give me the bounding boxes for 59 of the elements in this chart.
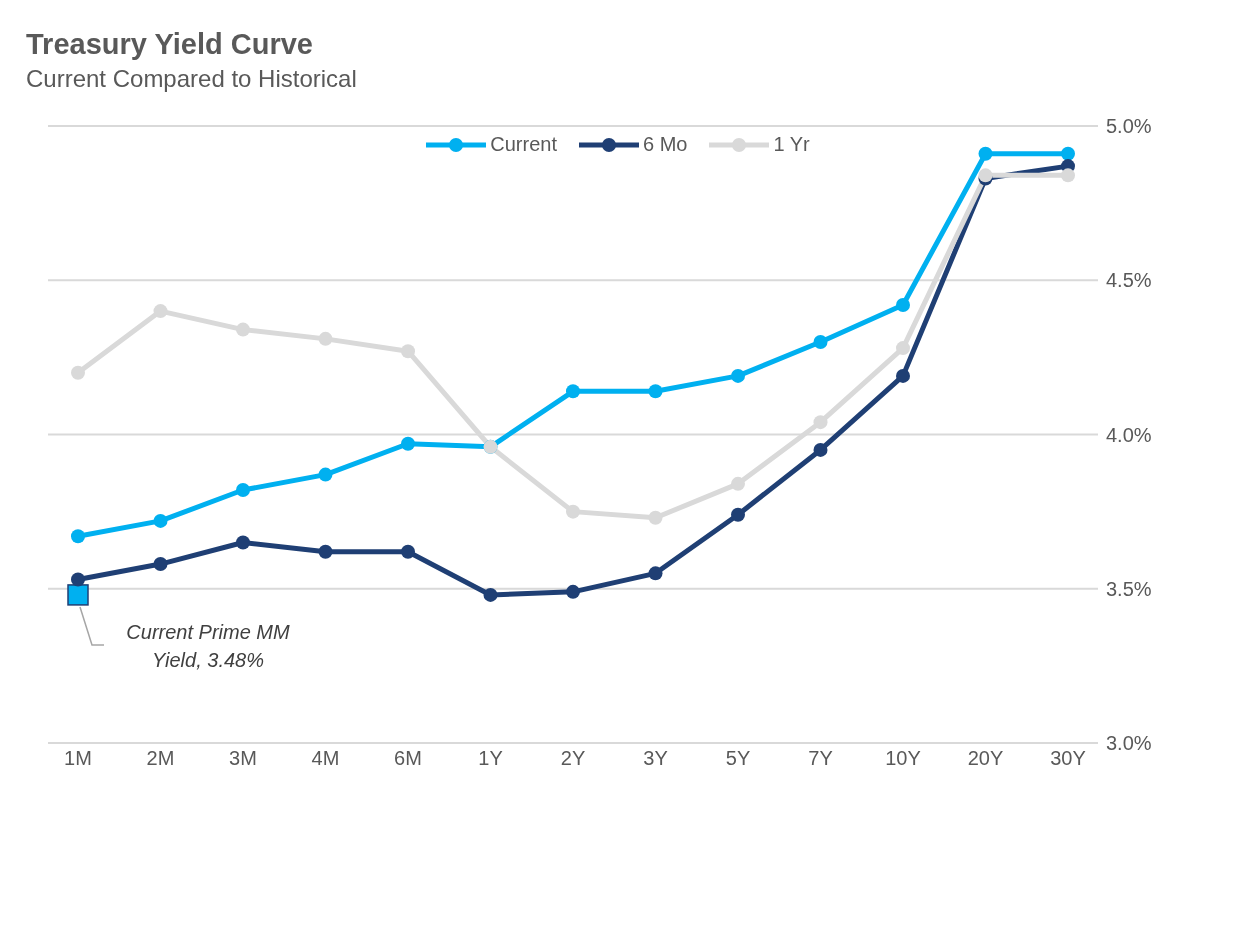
x-tick-label: 1M [64, 747, 92, 770]
point [648, 510, 663, 525]
point [153, 513, 168, 528]
point [153, 557, 168, 572]
legend-label: 1 Yr [772, 133, 810, 156]
point [813, 334, 828, 349]
y-tick-label: 4.0% [1106, 423, 1152, 446]
y-tick-label: 5.0% [1106, 115, 1152, 138]
point [236, 322, 250, 337]
annotation: Current Prime MM Yield, 3.48% [126, 620, 291, 671]
chart-title: Treasury Yield Curve [26, 28, 314, 61]
point [71, 365, 85, 380]
point [318, 331, 333, 346]
point [483, 587, 498, 602]
point [71, 572, 85, 587]
x-tick-label: 3Y [643, 747, 668, 770]
point [648, 384, 663, 399]
point [401, 436, 415, 451]
point [731, 476, 745, 491]
point [566, 584, 580, 599]
point [67, 584, 89, 606]
x-tick-label: 1Y [478, 747, 503, 770]
point [401, 544, 415, 559]
point [236, 483, 250, 498]
x-tick-label: 2Y [560, 747, 586, 770]
point [648, 566, 663, 581]
point [813, 415, 828, 430]
point [896, 368, 910, 383]
point [896, 341, 910, 356]
chart-subtitle: Current Compared to Historical [26, 65, 358, 93]
x-tick-label: 20Y [967, 747, 1004, 770]
x-tick-label: 7Y [808, 747, 833, 770]
point [1061, 146, 1075, 161]
point [896, 297, 910, 312]
x-tick-label: 4M [311, 747, 340, 770]
point [566, 504, 580, 519]
point [566, 384, 580, 399]
point [318, 467, 333, 482]
legend-label: Current [489, 133, 557, 156]
x-tick-label: 2M [146, 747, 175, 770]
point [71, 529, 85, 544]
x-tick-label: 3M [229, 747, 257, 770]
point [978, 146, 993, 161]
point [731, 507, 745, 522]
x-tick-label: 30Y [1050, 747, 1086, 770]
point [731, 368, 745, 383]
x-tick-label: 6M [394, 747, 422, 770]
x-tick-label: 10Y [885, 747, 921, 770]
point [813, 442, 828, 457]
x-tick-label: 5Y [725, 747, 751, 770]
y-tick-label: 3.5% [1106, 577, 1152, 600]
point [318, 544, 333, 559]
point [401, 344, 415, 359]
legend-label: 6 Mo [641, 133, 688, 156]
point [236, 535, 250, 550]
point [153, 304, 168, 319]
y-tick-label: 4.5% [1106, 269, 1152, 292]
y-tick-label: 3.0% [1106, 732, 1152, 755]
point [1061, 168, 1075, 183]
